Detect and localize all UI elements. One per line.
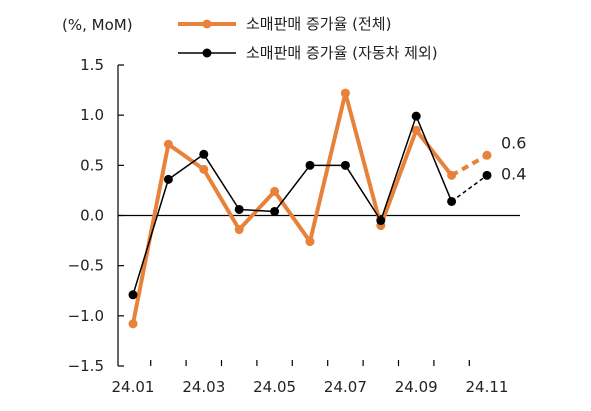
y-tick-label: 1.0 [80, 106, 104, 124]
y-tick-label: −1.0 [68, 307, 104, 325]
y-tick-label: −0.5 [68, 257, 104, 275]
x-tick-label: 24.11 [466, 378, 509, 396]
series-projection-line [451, 174, 488, 203]
unit-label: (%, MoM) [62, 16, 133, 34]
series-line [131, 91, 454, 325]
data-point [482, 150, 492, 160]
data-point [128, 319, 138, 329]
data-point [199, 164, 209, 174]
y-tick-label: 0.5 [80, 156, 104, 174]
data-point [128, 290, 138, 300]
data-point [411, 125, 421, 135]
data-point [482, 170, 492, 180]
data-point [163, 139, 173, 149]
y-tick-label: 1.5 [80, 56, 104, 74]
legend-label-total: 소매판매 증가율 (전체) [246, 15, 391, 33]
x-tick-label: 24.07 [324, 378, 367, 396]
data-point [270, 186, 280, 196]
legend-label-ex-auto: 소매판매 증가율 (자동차 제외) [246, 44, 438, 62]
data-point [270, 206, 280, 216]
series-line [132, 115, 453, 295]
data-point [234, 204, 244, 214]
data-point [305, 237, 315, 247]
end-value-label: 0.4 [501, 164, 526, 183]
y-tick-label: 0.0 [80, 207, 104, 225]
data-point [305, 160, 315, 170]
end-value-label: 0.6 [501, 133, 526, 152]
data-point [340, 160, 350, 170]
data-point [447, 196, 457, 206]
data-point [447, 170, 457, 180]
legend: 소매판매 증가율 (전체) 소매판매 증가율 (자동차 제외) [178, 15, 438, 62]
data-point [163, 174, 173, 184]
y-tick-label: −1.5 [68, 357, 104, 375]
end-labels: 0.6 0.4 [501, 133, 526, 183]
series-layer [128, 88, 492, 329]
series-projection-line [450, 153, 488, 178]
x-tick-label: 24.01 [112, 378, 155, 396]
data-point [340, 88, 350, 98]
data-point [376, 216, 386, 226]
data-point [234, 225, 244, 235]
x-tick-label: 24.09 [395, 378, 438, 396]
data-point [411, 111, 421, 121]
data-point [199, 149, 209, 159]
legend-marker-ex-auto [202, 48, 212, 58]
legend-marker-total [202, 19, 212, 29]
x-tick-label: 24.05 [253, 378, 296, 396]
axes: 1.5 1.0 0.5 0.0 −0.5 −1.0 −1.5 24.01 24.03 24.05 2… [68, 56, 520, 396]
x-tick-label: 24.03 [182, 378, 225, 396]
